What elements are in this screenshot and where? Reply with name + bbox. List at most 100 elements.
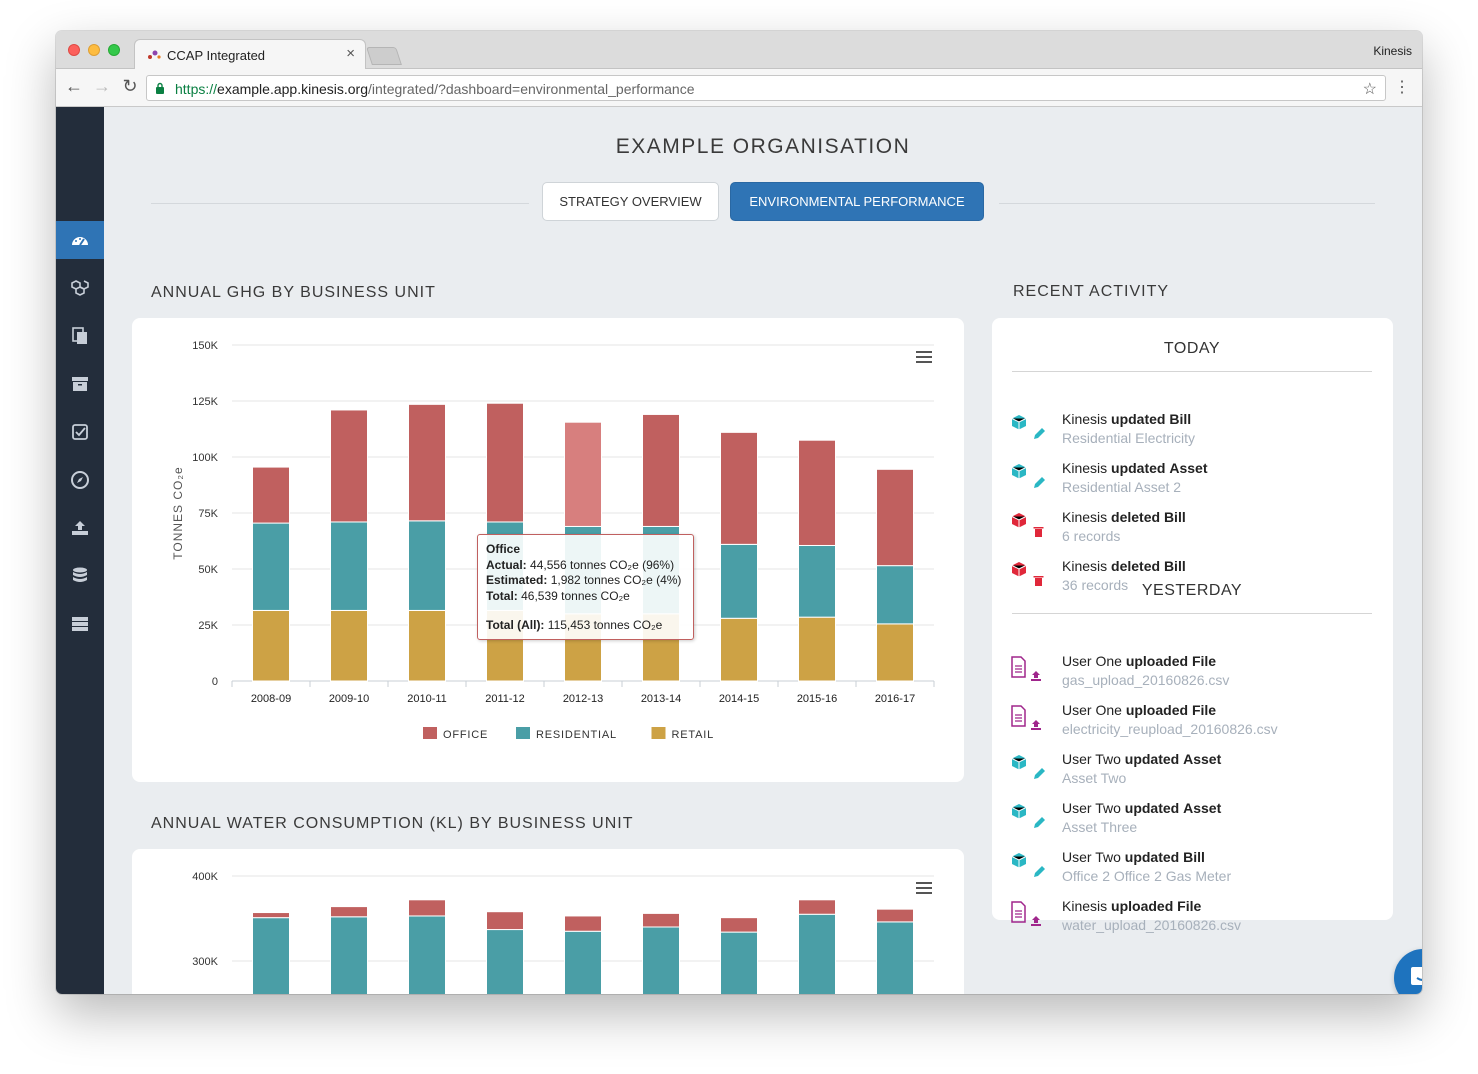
documents-icon [72, 327, 87, 344]
bar-office [252, 466, 290, 524]
x-tick-label: 2009-10 [329, 693, 369, 705]
activity-detail: Office 2 Office 2 Gas Meter [1062, 868, 1232, 884]
dashboard-icon [72, 237, 88, 246]
browser-tab[interactable]: CCAP Integrated × [134, 39, 366, 70]
back-icon[interactable]: ← [65, 76, 83, 96]
activity-item[interactable]: User Two updated Asset Asset Three [1010, 800, 1380, 842]
sidebar-item-tasks[interactable] [56, 413, 104, 451]
legend-label: RESIDENTIAL [536, 729, 617, 741]
activity-detail: electricity_reupload_20160826.csv [1062, 721, 1278, 737]
cube-delete-icon [1011, 562, 1044, 586]
maximize-window-button[interactable] [108, 44, 120, 56]
water-chart: 300K 400K [192, 871, 934, 994]
main-content: EXAMPLE ORGANISATION STRATEGY OVERVIEW E… [104, 107, 1422, 994]
bar-retail [330, 609, 368, 682]
tooltip-total: Total: 46,539 tonnes CO₂e [486, 588, 630, 603]
hamburger-menu-icon[interactable] [916, 882, 932, 894]
activity-item[interactable]: User One uploaded File gas_upload_2016082… [1010, 653, 1380, 695]
close-window-button[interactable] [68, 44, 80, 56]
profile-name[interactable]: Kinesis [1373, 44, 1412, 58]
sidebar-item-assets[interactable] [56, 269, 104, 307]
bar-office [798, 439, 836, 546]
address-bar[interactable]: https://example.app.kinesis.org/integrat… [146, 75, 1386, 101]
bar-residential [876, 565, 914, 625]
legend-label: RETAIL [672, 729, 715, 741]
title-bar: CCAP Integrated × Kinesis [56, 31, 1422, 70]
minimize-window-button[interactable] [88, 44, 100, 56]
bar-residential [408, 915, 446, 994]
browser-toolbar: ← → ↻ https://example.app.kinesis.org/in… [56, 69, 1422, 107]
y-tick-label: 25K [198, 620, 218, 632]
sidebar-item-dashboard[interactable] [56, 221, 104, 259]
activity-item[interactable]: Kinesis deleted Bill 36 records [1010, 558, 1380, 600]
page-title: EXAMPLE ORGANISATION [615, 135, 911, 158]
activity-detail: water_upload_20160826.csv [1062, 917, 1242, 933]
new-tab-button[interactable] [366, 47, 402, 65]
activity-title: Kinesis updated Bill [1062, 411, 1192, 427]
tooltip-total-all: Total (All): 115,453 tonnes CO₂e [486, 618, 663, 632]
activity-detail: gas_upload_20160826.csv [1062, 672, 1230, 688]
chat-button[interactable] [1394, 949, 1422, 994]
x-tick-label: 2010-11 [407, 693, 447, 705]
bar-retail [720, 617, 758, 682]
activity-detail: Residential Electricity [1062, 430, 1196, 446]
bar-office [876, 468, 914, 567]
sidebar [56, 107, 104, 994]
y-tick-label: 100K [192, 452, 218, 464]
activity-item[interactable]: Kinesis updated Asset Residential Asset 2 [1010, 460, 1380, 502]
tab-environmental-performance[interactable]: ENVIRONMENTAL PERFORMANCE [730, 182, 984, 221]
ghg-section-title: ANNUAL GHG BY BUSINESS UNIT [151, 284, 436, 301]
sidebar-item-archive[interactable] [56, 365, 104, 403]
activity-item[interactable]: Kinesis updated Bill Residential Electric… [1010, 411, 1380, 453]
cube-edit-icon [1011, 415, 1045, 439]
activity-item[interactable]: Kinesis uploaded File water_upload_201608… [1010, 898, 1380, 940]
activity-item[interactable]: User Two updated Bill Office 2 Office 2 G… [1010, 849, 1380, 891]
hamburger-menu-icon[interactable] [916, 351, 932, 363]
sidebar-item-compass[interactable] [56, 461, 104, 499]
activity-item[interactable]: Kinesis deleted Bill 6 records [1010, 509, 1380, 551]
browser-menu-icon[interactable]: ⋮ [1394, 79, 1410, 96]
activity-section-title: RECENT ACTIVITY [1013, 283, 1170, 300]
ghg-chart-card: 0 25K 50K 75K 100K 125K 150K TONNES CO₂e 2008-09… [132, 318, 964, 782]
bar-retail [408, 609, 446, 682]
y-tick-label: 300K [192, 956, 218, 968]
sidebar-item-servers[interactable] [56, 605, 104, 643]
server-icon [72, 617, 88, 631]
activity-item[interactable]: User Two updated Asset Asset Two [1010, 751, 1380, 793]
forward-icon[interactable]: → [93, 76, 111, 96]
legend-swatch [423, 727, 437, 739]
activity-title: User One uploaded File [1062, 702, 1217, 718]
cube-edit-icon [1011, 755, 1045, 779]
cube-edit-icon [1011, 464, 1045, 488]
bookmark-star-icon[interactable]: ☆ [1362, 81, 1377, 98]
database-icon [73, 567, 87, 582]
tab-close-icon[interactable]: × [346, 45, 355, 62]
bar-retail [252, 609, 290, 682]
legend-swatch [651, 727, 666, 739]
reload-icon[interactable]: ↻ [122, 76, 138, 96]
sidebar-item-upload[interactable] [56, 509, 104, 547]
bar-office [486, 402, 524, 523]
bar-residential [252, 522, 290, 611]
y-tick-label: 150K [192, 340, 218, 352]
cube-delete-icon [1011, 513, 1044, 537]
y-tick-label: 75K [198, 508, 218, 520]
y-tick-label: 0 [212, 676, 218, 688]
activity-title: Kinesis uploaded File [1062, 898, 1202, 914]
tab-strategy-overview[interactable]: STRATEGY OVERVIEW [542, 182, 719, 221]
compass-icon [71, 471, 89, 489]
tab-title: CCAP Integrated [167, 48, 266, 63]
sidebar-item-database[interactable] [56, 557, 104, 595]
activity-detail: Asset Two [1062, 770, 1127, 786]
activity-divider [1012, 371, 1372, 372]
sidebar-item-documents[interactable] [56, 317, 104, 355]
bar-office [564, 915, 602, 932]
bar-office [720, 917, 758, 933]
activity-title: User Two updated Bill [1062, 849, 1205, 865]
browser-window: CCAP Integrated × Kinesis ← → ↻ https://… [56, 31, 1422, 994]
water-chart-card: 300K 400K [132, 849, 964, 994]
x-tick-label: 2013-14 [641, 693, 681, 705]
tooltip-actual: Actual: 44,556 tonnes CO₂e (96%) [486, 557, 675, 572]
file-upload-icon [1011, 901, 1041, 926]
activity-item[interactable]: User One uploaded File electricity_reuplo… [1010, 702, 1380, 744]
